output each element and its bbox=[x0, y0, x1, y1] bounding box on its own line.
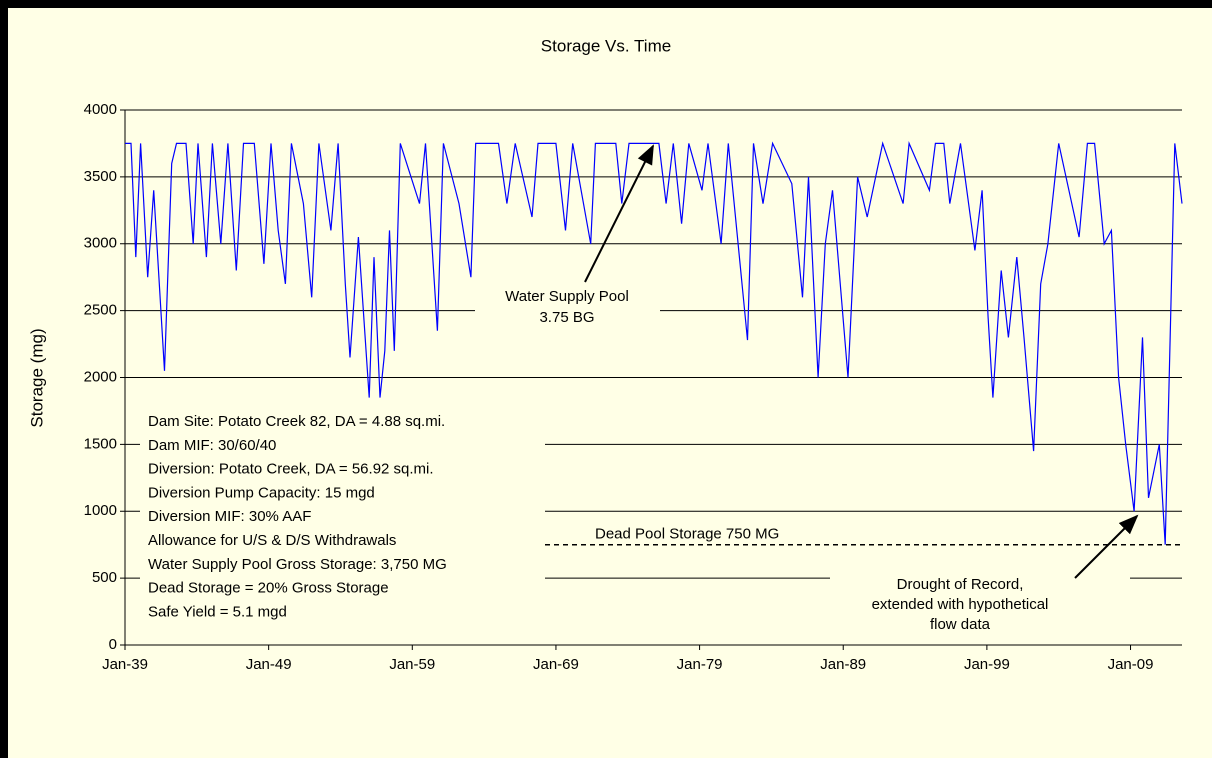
notes-box bbox=[140, 405, 545, 630]
annotation: flow data bbox=[930, 616, 991, 633]
x-tick-label: Jan-79 bbox=[677, 656, 723, 673]
y-tick-label: 3000 bbox=[84, 235, 117, 252]
y-tick-label: 2000 bbox=[84, 368, 117, 385]
note: Allowance for U/S & D/S Withdrawals bbox=[148, 532, 396, 549]
y-tick-label: 0 bbox=[109, 636, 117, 653]
dead-pool-label: Dead Pool Storage 750 MG bbox=[595, 526, 779, 543]
x-tick-label: Jan-09 bbox=[1108, 656, 1154, 673]
arrow bbox=[1074, 514, 1139, 579]
note: Dam Site: Potato Creek 82, DA = 4.88 sq.… bbox=[148, 413, 445, 430]
annotation: Drought of Record, bbox=[897, 576, 1024, 593]
note: Water Supply Pool Gross Storage: 3,750 M… bbox=[148, 556, 447, 573]
y-tick-label: 1000 bbox=[84, 502, 117, 519]
x-tick-label: Jan-49 bbox=[246, 656, 292, 673]
x-tick-label: Jan-99 bbox=[964, 656, 1010, 673]
note: Diversion MIF: 30% AAF bbox=[148, 508, 311, 525]
chart-title: Storage Vs. Time bbox=[541, 36, 671, 55]
arrow bbox=[584, 144, 654, 283]
x-tick-label: Jan-59 bbox=[389, 656, 435, 673]
y-tick-label: 500 bbox=[92, 569, 117, 586]
note: Diversion: Potato Creek, DA = 56.92 sq.m… bbox=[148, 461, 434, 478]
pool-box bbox=[475, 282, 660, 332]
y-tick-label: 4000 bbox=[84, 101, 117, 118]
y-tick-label: 1500 bbox=[84, 435, 117, 452]
drought-box bbox=[830, 568, 1130, 636]
x-tick-label: Jan-39 bbox=[102, 656, 148, 673]
y-tick-label: 3500 bbox=[84, 168, 117, 185]
annotation: Water Supply Pool bbox=[505, 288, 629, 305]
y-tick-label: 2500 bbox=[84, 302, 117, 319]
note: Diversion Pump Capacity: 15 mgd bbox=[148, 484, 375, 501]
annotation: 3.75 BG bbox=[539, 309, 594, 326]
y-axis-label: Storage (mg) bbox=[27, 328, 46, 427]
x-tick-label: Jan-89 bbox=[820, 656, 866, 673]
note: Dead Storage = 20% Gross Storage bbox=[148, 580, 389, 597]
series-line bbox=[125, 141, 1183, 545]
note: Safe Yield = 5.1 mgd bbox=[148, 603, 287, 620]
annotation: extended with hypothetical bbox=[872, 596, 1049, 613]
note: Dam MIF: 30/60/40 bbox=[148, 437, 276, 454]
x-tick-label: Jan-69 bbox=[533, 656, 579, 673]
